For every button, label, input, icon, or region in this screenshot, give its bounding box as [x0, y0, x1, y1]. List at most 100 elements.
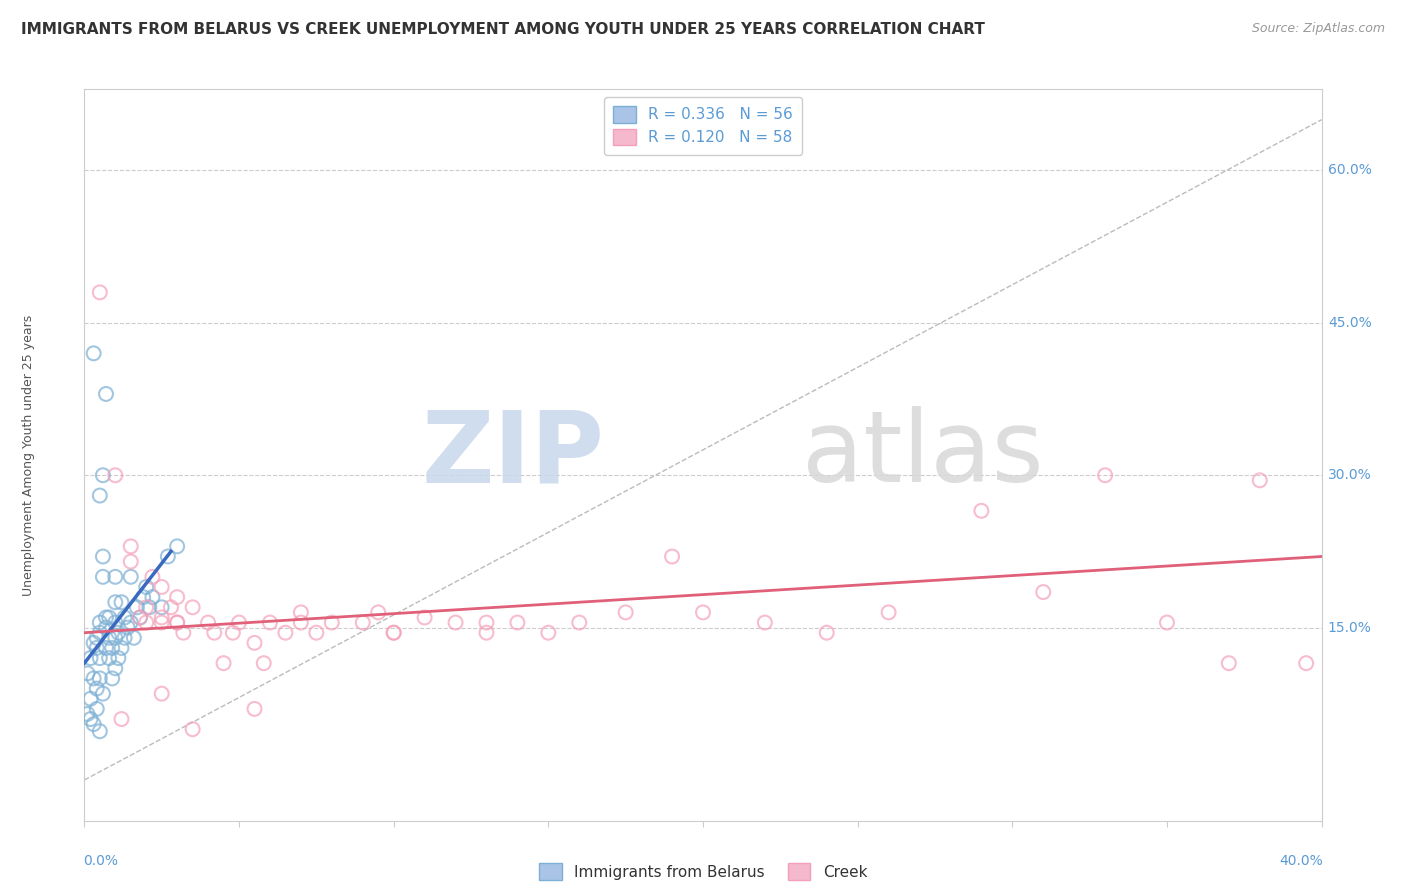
Point [79, 691, 101, 706]
Text: Source: ZipAtlas.com: Source: ZipAtlas.com [1251, 22, 1385, 36]
Point [141, 570, 163, 584]
Point [83, 672, 105, 686]
Point [94, 387, 117, 401]
Point [141, 590, 163, 604]
Point [79, 712, 101, 726]
Point [104, 615, 127, 630]
Point [94, 640, 117, 655]
Point [114, 631, 136, 645]
Point [228, 615, 250, 630]
Point [120, 570, 142, 584]
Point [150, 610, 173, 624]
Point [1295, 656, 1317, 670]
Point [86, 681, 108, 696]
Point [506, 615, 529, 630]
Point [135, 600, 157, 615]
Point [614, 606, 637, 620]
Point [202, 625, 225, 640]
Point [107, 651, 129, 665]
Point [91, 687, 114, 701]
Point [537, 625, 560, 640]
Point [129, 610, 152, 624]
Point [160, 600, 183, 615]
Legend: Immigrants from Belarus, Creek: Immigrants from Belarus, Creek [533, 857, 873, 886]
Point [129, 610, 152, 624]
Point [101, 640, 124, 655]
Text: Unemployment Among Youth under 25 years: Unemployment Among Youth under 25 years [22, 314, 35, 596]
Point [91, 549, 114, 564]
Text: 30.0%: 30.0% [1327, 468, 1372, 483]
Point [181, 600, 204, 615]
Point [367, 606, 389, 620]
Point [76, 706, 98, 721]
Point [166, 615, 188, 630]
Point [475, 625, 498, 640]
Point [89, 625, 111, 640]
Point [661, 549, 683, 564]
Point [692, 606, 714, 620]
Point [94, 610, 117, 624]
Point [197, 615, 219, 630]
Point [120, 615, 142, 630]
Point [150, 580, 173, 594]
Point [110, 595, 132, 609]
Point [89, 651, 111, 665]
Point [110, 640, 132, 655]
Point [86, 640, 108, 655]
Point [172, 625, 194, 640]
Point [135, 580, 157, 594]
Point [970, 504, 993, 518]
Point [120, 555, 142, 569]
Point [98, 651, 121, 665]
Point [382, 625, 405, 640]
Point [290, 606, 312, 620]
Text: 40.0%: 40.0% [1279, 854, 1323, 868]
Text: 60.0%: 60.0% [1327, 163, 1372, 178]
Point [1156, 615, 1178, 630]
Point [1249, 473, 1271, 487]
Point [156, 549, 179, 564]
Point [150, 615, 173, 630]
Point [181, 723, 204, 737]
Point [754, 615, 776, 630]
Point [91, 570, 114, 584]
Point [86, 702, 108, 716]
Point [222, 625, 245, 640]
Point [89, 672, 111, 686]
Text: 15.0%: 15.0% [1327, 621, 1372, 634]
Point [138, 600, 160, 615]
Point [89, 615, 111, 630]
Point [110, 712, 132, 726]
Point [166, 539, 188, 553]
Point [79, 651, 101, 665]
Point [352, 615, 374, 630]
Text: ZIP: ZIP [422, 407, 605, 503]
Point [104, 631, 127, 645]
Point [475, 615, 498, 630]
Point [104, 661, 127, 675]
Point [212, 656, 235, 670]
Point [166, 590, 188, 604]
Point [321, 615, 343, 630]
Point [877, 606, 900, 620]
Point [305, 625, 328, 640]
Point [89, 285, 111, 300]
Point [114, 610, 136, 624]
Point [166, 615, 188, 630]
Point [89, 489, 111, 503]
Point [413, 610, 436, 624]
Point [107, 625, 129, 640]
Point [243, 636, 266, 650]
Point [89, 724, 111, 739]
Point [101, 672, 124, 686]
Point [125, 600, 148, 615]
Point [98, 610, 121, 624]
Point [120, 539, 142, 553]
Point [290, 615, 312, 630]
Point [117, 621, 139, 635]
Point [94, 621, 117, 635]
Point [104, 570, 127, 584]
Point [444, 615, 467, 630]
Point [815, 625, 838, 640]
Text: 45.0%: 45.0% [1327, 316, 1372, 330]
